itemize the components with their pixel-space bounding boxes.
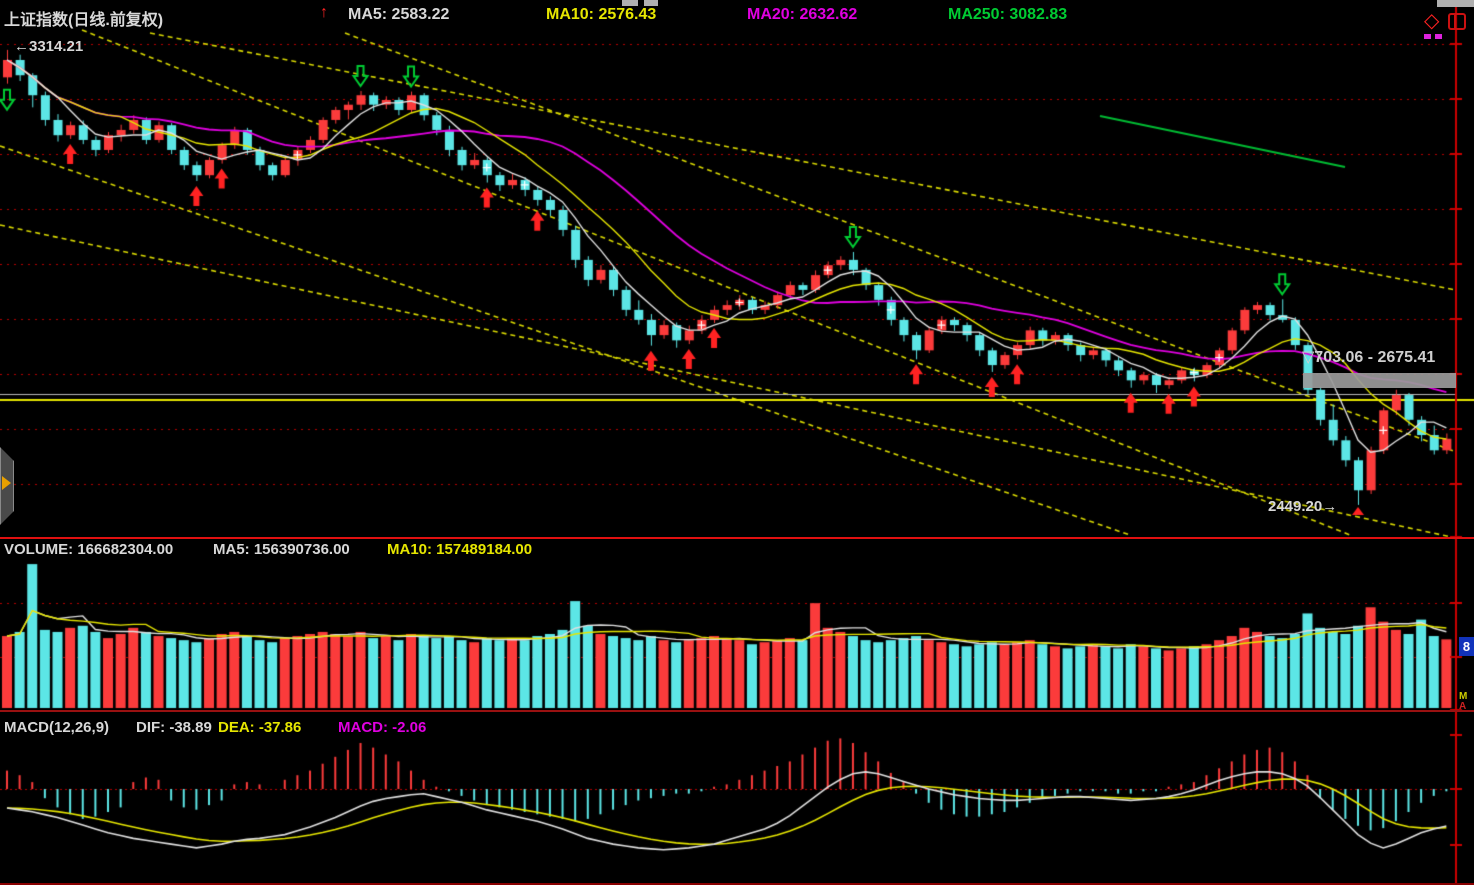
crosshair-highlight-bar [1303,373,1456,388]
volume-ma5-readout: MA5: 156390736.00 [213,541,350,558]
low-price-label: 2449.20→ [1268,498,1338,515]
macd-dea-readout: DEA: -37.86 [218,719,302,736]
axis-label-fragment: M [1459,691,1468,702]
split-window-icon[interactable] [1448,13,1466,30]
instrument-title: 上证指数(日线.前复权) [4,12,164,29]
up-arrow-icon: ↑ [320,4,328,21]
ma250-readout: MA250: 3082.83 [948,6,1068,23]
macd-dif-readout: DIF: -38.89 [136,719,212,736]
panel-separator[interactable] [0,537,1474,539]
macd-macd-readout: MACD: -2.06 [338,719,427,736]
window-corner [1437,0,1474,7]
diamond-tool-icon[interactable]: ◇ [1424,10,1440,32]
ma10-readout: MA10: 2576.43 [546,6,657,23]
volume-readout: VOLUME: 166682304.00 [4,541,174,558]
magenta-indicator-dot [1424,34,1431,39]
ma5-readout: MA5: 2583.22 [348,6,450,23]
panel-separator [0,883,1474,885]
window-remnant [622,0,638,6]
high-price-label: ←3314.21 [14,38,84,55]
axis-highlight-price: 8 [1459,637,1474,656]
magenta-indicator-dot [1435,34,1442,39]
split-window-pane [1454,15,1456,28]
volume-ma10-readout: MA10: 157489184.00 [387,541,533,558]
expand-arrow-icon [2,476,11,490]
panel-separator[interactable] [0,710,1474,712]
macd-title: MACD(12,26,9) [4,719,110,736]
crosshair-tooltip: ▽703.06 - 2675.41 [1302,349,1436,366]
window-remnant [644,0,658,6]
axis-label-fragment: A [1459,701,1467,712]
ma20-readout: MA20: 2632.62 [747,6,858,23]
